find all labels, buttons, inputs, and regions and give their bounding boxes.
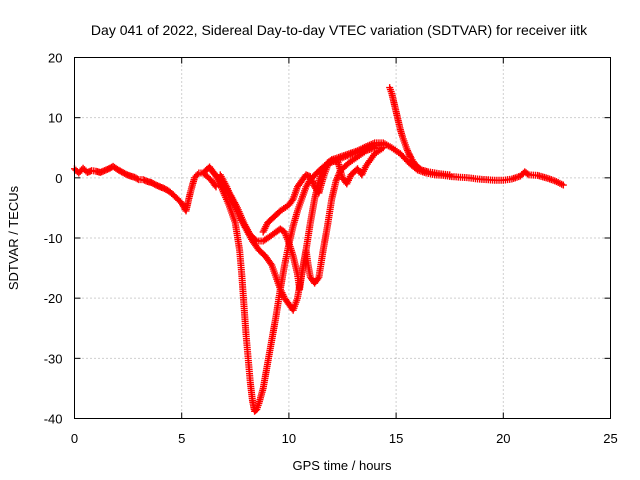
tick-layer: 0 5 10 15 20 25 -40 -30 -20 -10 0 10 20: [44, 51, 618, 447]
data-point: [288, 196, 296, 204]
y-tick-label: -10: [44, 231, 63, 246]
data-point: [193, 171, 201, 179]
data-point: [446, 171, 454, 179]
x-tick-label: 20: [496, 431, 510, 446]
y-tick-label: 0: [55, 171, 62, 186]
y-tick-label: -40: [44, 412, 63, 427]
x-tick-label: 15: [389, 431, 403, 446]
series-background: [71, 162, 220, 215]
x-axis-label: GPS time / hours: [293, 458, 392, 473]
data-point: [267, 260, 275, 268]
data-point: [314, 275, 322, 283]
y-tick-label: 10: [48, 111, 62, 126]
x-tick-label: 10: [282, 431, 296, 446]
series-trough-a: [199, 140, 387, 415]
y-tick-label: 20: [48, 51, 62, 66]
data-point: [559, 181, 567, 189]
x-tick-label: 25: [603, 431, 617, 446]
series-spike: [386, 84, 454, 179]
x-tick-label: 5: [178, 431, 185, 446]
y-axis-label: SDTVAR / TECUs: [6, 185, 21, 290]
data-point: [133, 175, 141, 183]
data-point: [524, 170, 532, 178]
y-tick-label: -20: [44, 291, 63, 306]
data-point: [416, 165, 424, 173]
grid-layer: [74, 57, 611, 419]
data-point: [404, 147, 412, 155]
y-tick-label: -30: [44, 351, 63, 366]
chart-title: Day 041 of 2022, Sidereal Day-to-day VTE…: [91, 22, 588, 38]
series-layer: [71, 84, 567, 415]
data-point: [212, 183, 220, 191]
data-point: [403, 145, 411, 153]
series-trough-d: [259, 139, 567, 236]
x-tick-label: 0: [71, 431, 78, 446]
series-trough-c: [216, 144, 379, 314]
